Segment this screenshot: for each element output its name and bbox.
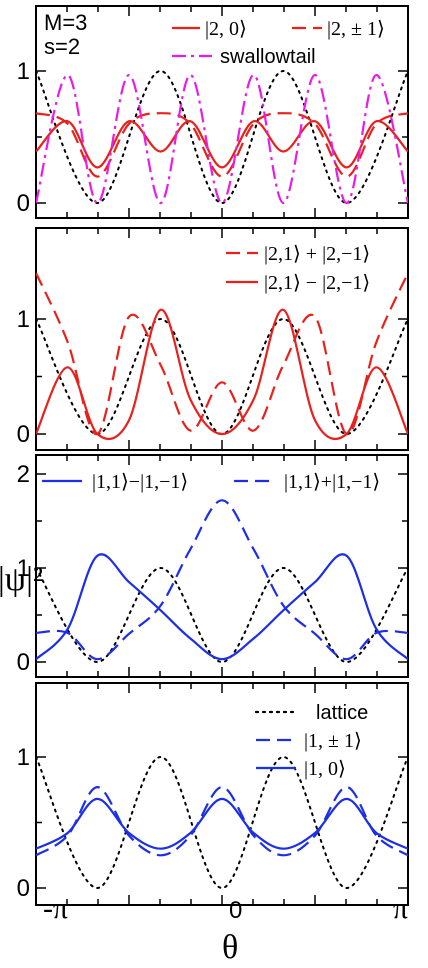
series-line-lattice: [36, 317, 408, 436]
legend-label-lattice: lattice: [316, 702, 368, 724]
series-line-2-1-2-1: [36, 308, 408, 441]
y-tick-label: 0: [17, 649, 30, 676]
series-line-lattice: [36, 69, 408, 205]
x-tick-label-pi: π: [393, 892, 408, 925]
y-tick-label: 2: [17, 461, 30, 488]
legend-label-1-1-1-1: |1,1⟩−|1,−1⟩: [92, 471, 188, 493]
series-line-1-1-1-1: [36, 499, 408, 661]
legend-label-2-1: |2, ± 1⟩: [327, 18, 385, 40]
legend-label-2-1-2-1: |2,1⟩ − |2,−1⟩: [264, 272, 370, 294]
series-line-2-1-2-1: [36, 272, 408, 436]
y-tick-label: 1: [17, 58, 30, 85]
x-tick-label-neg-pi: -π: [43, 892, 68, 925]
legend-label-2-1-2-1: |2,1⟩ + |2,−1⟩: [264, 243, 370, 265]
y-tick-label: 1: [17, 555, 30, 582]
panel-3: 0 1 2 |1,1⟩−|1,−1⟩ |1,1⟩+|1,−1⟩: [17, 454, 409, 678]
series-line-1-1: [36, 785, 408, 857]
legend-label-1-1: |1, ± 1⟩: [304, 730, 362, 752]
panel-4: 0 1 lattice |1, ± 1⟩ |1, 0⟩: [17, 682, 409, 906]
y-tick-label: 1: [17, 744, 30, 771]
y-tick-label: 0: [17, 875, 30, 902]
series-line-lattice: [36, 566, 408, 664]
series-line-1-0: [36, 797, 408, 850]
y-tick-label: 0: [17, 190, 30, 217]
series-line-lattice: [36, 755, 408, 890]
x-axis-label: θ: [222, 929, 238, 966]
annotation-m: M=3: [44, 10, 87, 35]
series-line-swallowtail: [36, 73, 408, 205]
legend-label-swallowtail: swallowtail: [220, 46, 316, 68]
x-tick-label-zero: 0: [229, 897, 242, 924]
y-tick-label: 0: [17, 421, 30, 448]
panel-2: 0 1 |2,1⟩ + |2,−1⟩ |2,1⟩ − |2,−1⟩: [17, 227, 409, 451]
annotation-s: s=2: [44, 34, 80, 59]
series-line-2-0: [36, 120, 408, 169]
series-line-2-1: [36, 112, 408, 178]
series-line-1-1-1-1: [36, 553, 408, 661]
panel-1: 0 1 |2, 0⟩ |2, ± 1⟩ swallowtail: [17, 5, 409, 219]
legend-label-1-1-1-1: |1,1⟩+|1,−1⟩: [284, 471, 380, 493]
y-tick-label: 1: [17, 306, 30, 333]
legend-label-2-0: |2, 0⟩: [205, 18, 247, 40]
legend-label-1-0: |1, 0⟩: [304, 758, 346, 780]
